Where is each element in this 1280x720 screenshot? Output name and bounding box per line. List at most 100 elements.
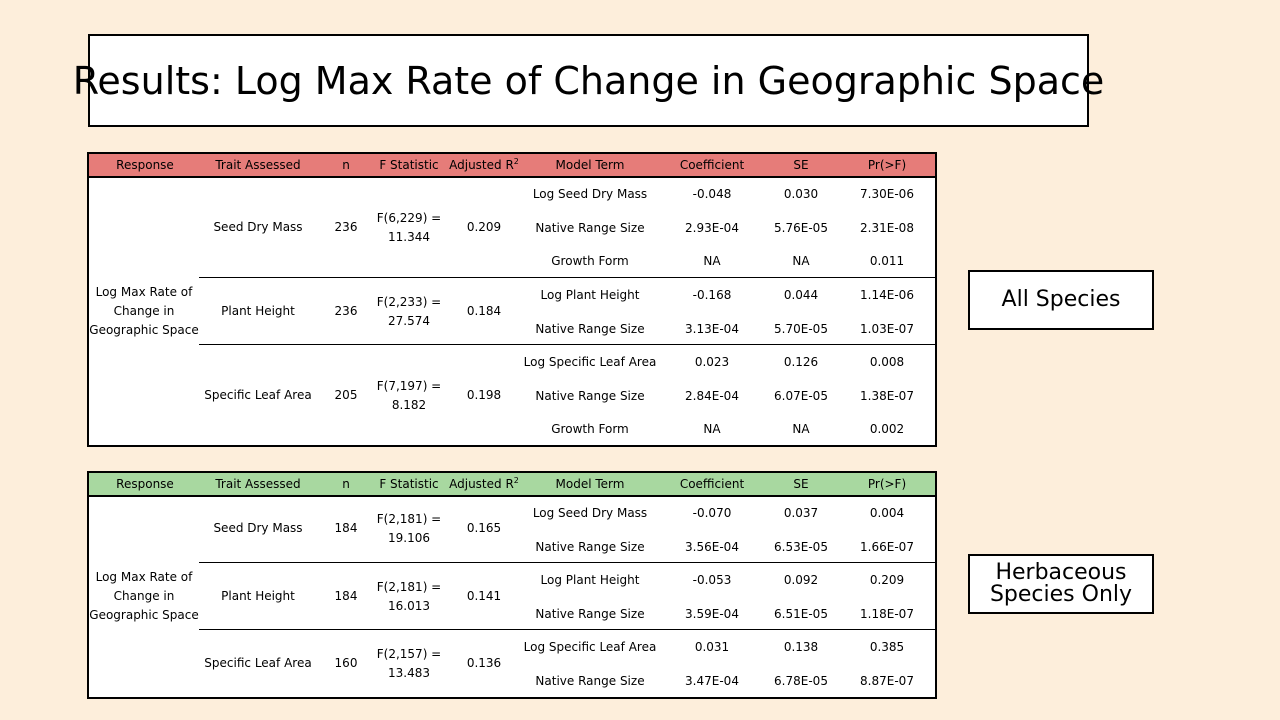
p-cell: 0.011 xyxy=(869,254,905,268)
table-header: Response Trait Assessed n F Statistic Ad… xyxy=(89,154,935,176)
all-species-label-text: All Species xyxy=(1001,287,1121,312)
p-cell: 1.38E-07 xyxy=(860,389,914,403)
coef-cell: 0.023 xyxy=(694,355,730,369)
header-adjr2: Adjusted R2 xyxy=(449,157,519,173)
term-cell: Native Range Size xyxy=(535,322,645,336)
response-label-line3: Geographic Space xyxy=(89,323,199,337)
p-cell: 0.004 xyxy=(869,506,905,520)
header-se: SE xyxy=(793,158,809,172)
p-cell: 1.03E-07 xyxy=(860,322,914,336)
coef-cell: -0.070 xyxy=(692,506,732,520)
coef-cell: 2.93E-04 xyxy=(685,221,739,235)
trait-cell: Plant Height xyxy=(221,589,295,603)
group-divider xyxy=(199,277,935,278)
term-cell: Native Range Size xyxy=(535,540,645,554)
term-cell: Log Plant Height xyxy=(540,288,640,302)
n-cell: 184 xyxy=(334,589,358,603)
adjr2-cell: 0.209 xyxy=(466,220,502,234)
fstat-cell-line2: 8.182 xyxy=(391,398,427,412)
adjr2-cell: 0.184 xyxy=(466,304,502,318)
n-cell: 160 xyxy=(334,656,358,670)
group-divider xyxy=(199,562,935,563)
header-trait: Trait Assessed xyxy=(215,158,301,172)
se-cell: NA xyxy=(792,254,810,268)
header-adjr2: Adjusted R2 xyxy=(449,476,519,492)
fstat-cell-line2: 13.483 xyxy=(388,666,430,680)
header-divider xyxy=(89,495,935,497)
term-cell: Native Range Size xyxy=(535,607,645,621)
coef-cell: NA xyxy=(703,422,721,436)
coef-cell: NA xyxy=(703,254,721,268)
p-cell: 7.30E-06 xyxy=(860,187,914,201)
header-model-term: Model Term xyxy=(555,477,625,491)
adjr2-cell: 0.165 xyxy=(466,521,502,535)
header-p: Pr(>F) xyxy=(867,158,907,172)
response-label-line2: Change in xyxy=(113,304,175,318)
fstat-cell-line2: 27.574 xyxy=(388,314,430,328)
coef-cell: -0.048 xyxy=(692,187,732,201)
term-cell: Log Plant Height xyxy=(540,573,640,587)
trait-cell: Seed Dry Mass xyxy=(213,220,303,234)
p-cell: 1.18E-07 xyxy=(860,607,914,621)
header-trait: Trait Assessed xyxy=(215,477,301,491)
term-cell: Native Range Size xyxy=(535,221,645,235)
term-cell: Log Specific Leaf Area xyxy=(523,640,657,654)
fstat-cell-line1: F(6,229) = xyxy=(376,211,442,225)
n-cell: 236 xyxy=(334,304,358,318)
se-cell: 6.07E-05 xyxy=(774,389,828,403)
page-title: Results: Log Max Rate of Change in Geogr… xyxy=(73,34,1104,127)
header-fstat: F Statistic xyxy=(379,158,439,172)
herbaceous-label-line2: Species Only xyxy=(989,582,1133,607)
n-cell: 236 xyxy=(334,220,358,234)
se-cell: 0.037 xyxy=(783,506,819,520)
se-cell: 5.70E-05 xyxy=(774,322,828,336)
n-cell: 205 xyxy=(334,388,358,402)
coef-cell: 0.031 xyxy=(694,640,730,654)
coef-cell: 3.13E-04 xyxy=(685,322,739,336)
group-divider xyxy=(199,629,935,630)
term-cell: Native Range Size xyxy=(535,389,645,403)
header-se: SE xyxy=(793,477,809,491)
trait-cell: Seed Dry Mass xyxy=(213,521,303,535)
table-header: Response Trait Assessed n F Statistic Ad… xyxy=(89,473,935,495)
fstat-cell-line1: F(2,181) = xyxy=(376,580,442,594)
header-response: Response xyxy=(116,477,174,491)
se-cell: 6.51E-05 xyxy=(774,607,828,621)
fstat-cell-line1: F(2,157) = xyxy=(376,647,442,661)
term-cell: Log Specific Leaf Area xyxy=(523,355,657,369)
adjr2-cell: 0.136 xyxy=(466,656,502,670)
p-cell: 1.66E-07 xyxy=(860,540,914,554)
fstat-cell-line2: 11.344 xyxy=(388,230,430,244)
adjr2-cell: 0.141 xyxy=(466,589,502,603)
herbaceous-label-line1: Herbaceous xyxy=(995,560,1127,585)
p-cell: 1.14E-06 xyxy=(860,288,914,302)
results-table-all-species: Response Trait Assessed n F Statistic Ad… xyxy=(87,152,937,447)
term-cell: Log Seed Dry Mass xyxy=(532,187,648,201)
header-coefficient: Coefficient xyxy=(679,158,745,172)
trait-cell: Specific Leaf Area xyxy=(204,656,312,670)
header-n: n xyxy=(342,158,350,172)
coef-cell: 3.47E-04 xyxy=(685,674,739,688)
header-fstat: F Statistic xyxy=(379,477,439,491)
header-model-term: Model Term xyxy=(555,158,625,172)
all-species-label: All Species xyxy=(968,270,1154,330)
trait-cell: Specific Leaf Area xyxy=(204,388,312,402)
p-cell: 2.31E-08 xyxy=(860,221,914,235)
n-cell: 184 xyxy=(334,521,358,535)
fstat-cell-line1: F(2,181) = xyxy=(376,512,442,526)
coef-cell: 2.84E-04 xyxy=(685,389,739,403)
p-cell: 0.008 xyxy=(869,355,905,369)
coef-cell: -0.053 xyxy=(692,573,732,587)
response-label-line1: Log Max Rate of xyxy=(95,570,193,584)
se-cell: 5.76E-05 xyxy=(774,221,828,235)
fstat-cell-line2: 19.106 xyxy=(388,531,430,545)
fstat-cell-line1: F(2,233) = xyxy=(376,295,442,309)
term-cell: Log Seed Dry Mass xyxy=(532,506,648,520)
se-cell: 6.78E-05 xyxy=(774,674,828,688)
header-coefficient: Coefficient xyxy=(679,477,745,491)
adjr2-cell: 0.198 xyxy=(466,388,502,402)
se-cell: 0.126 xyxy=(783,355,819,369)
p-cell: 0.002 xyxy=(869,422,905,436)
coef-cell: -0.168 xyxy=(692,288,732,302)
response-label-line2: Change in xyxy=(113,589,175,603)
